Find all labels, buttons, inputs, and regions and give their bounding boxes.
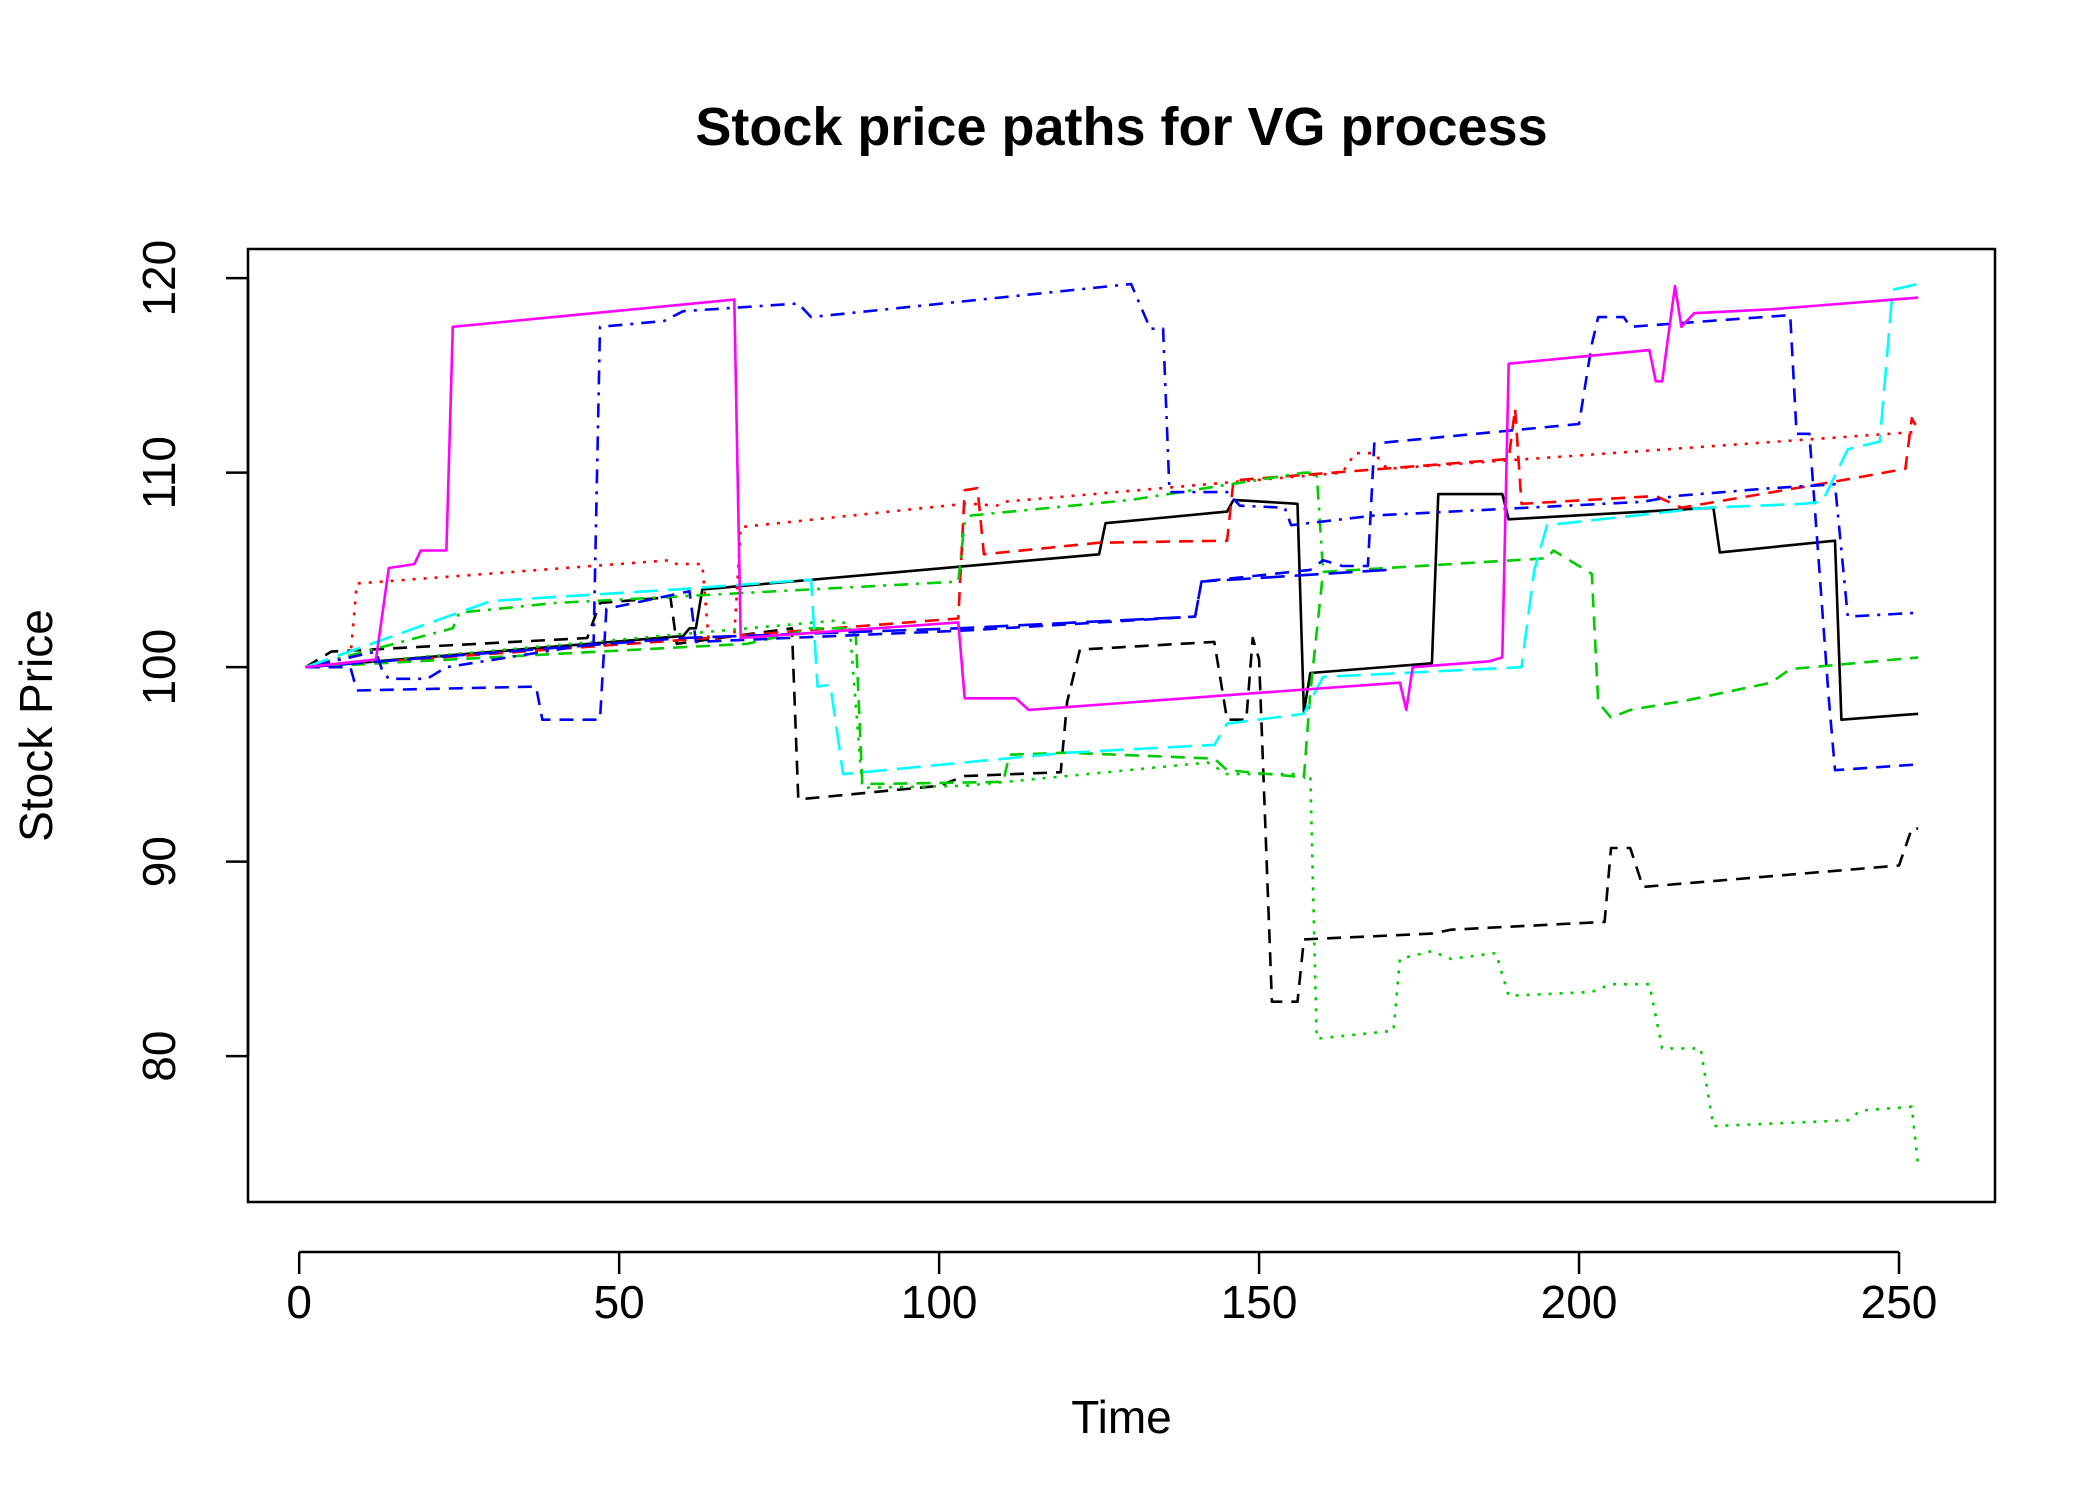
x-tick-label: 200 — [1541, 1276, 1618, 1328]
x-axis: 0 50 100 150 200 250 — [286, 1250, 1938, 1328]
y-tick-label: 120 — [133, 240, 185, 317]
x-tick-label: 0 — [286, 1276, 312, 1328]
y-axis: 80 90 100 110 120 — [133, 240, 250, 1082]
series-line-12 — [305, 284, 1919, 712]
series-line-6 — [305, 619, 1920, 1168]
x-tick-label: 50 — [594, 1276, 645, 1328]
series-line-5 — [305, 549, 1919, 786]
series-line-11 — [305, 282, 1919, 776]
x-tick-label: 150 — [1221, 1276, 1298, 1328]
y-tick-label: 80 — [133, 1031, 185, 1082]
y-tick-label: 100 — [133, 629, 185, 706]
x-axis-label: Time — [1071, 1391, 1172, 1443]
x-tick-label: 250 — [1861, 1276, 1938, 1328]
series-line-2 — [304, 595, 1919, 1003]
y-tick-label: 90 — [133, 836, 185, 887]
series-line-7 — [305, 471, 1325, 669]
series-line-1 — [305, 492, 1919, 721]
series-line-4 — [305, 407, 1920, 669]
series-line-3 — [305, 430, 1919, 669]
series-layer — [304, 282, 1920, 1168]
chart-title: Stock price paths for VG process — [695, 97, 1547, 157]
y-axis-label: Stock Price — [10, 609, 62, 842]
y-tick-label: 110 — [133, 436, 185, 509]
series-line-10 — [305, 568, 1388, 669]
series-line-8 — [305, 313, 1919, 772]
series-line-9 — [305, 282, 1919, 681]
plot-frame — [246, 247, 1997, 1204]
x-tick-label: 100 — [901, 1276, 978, 1328]
